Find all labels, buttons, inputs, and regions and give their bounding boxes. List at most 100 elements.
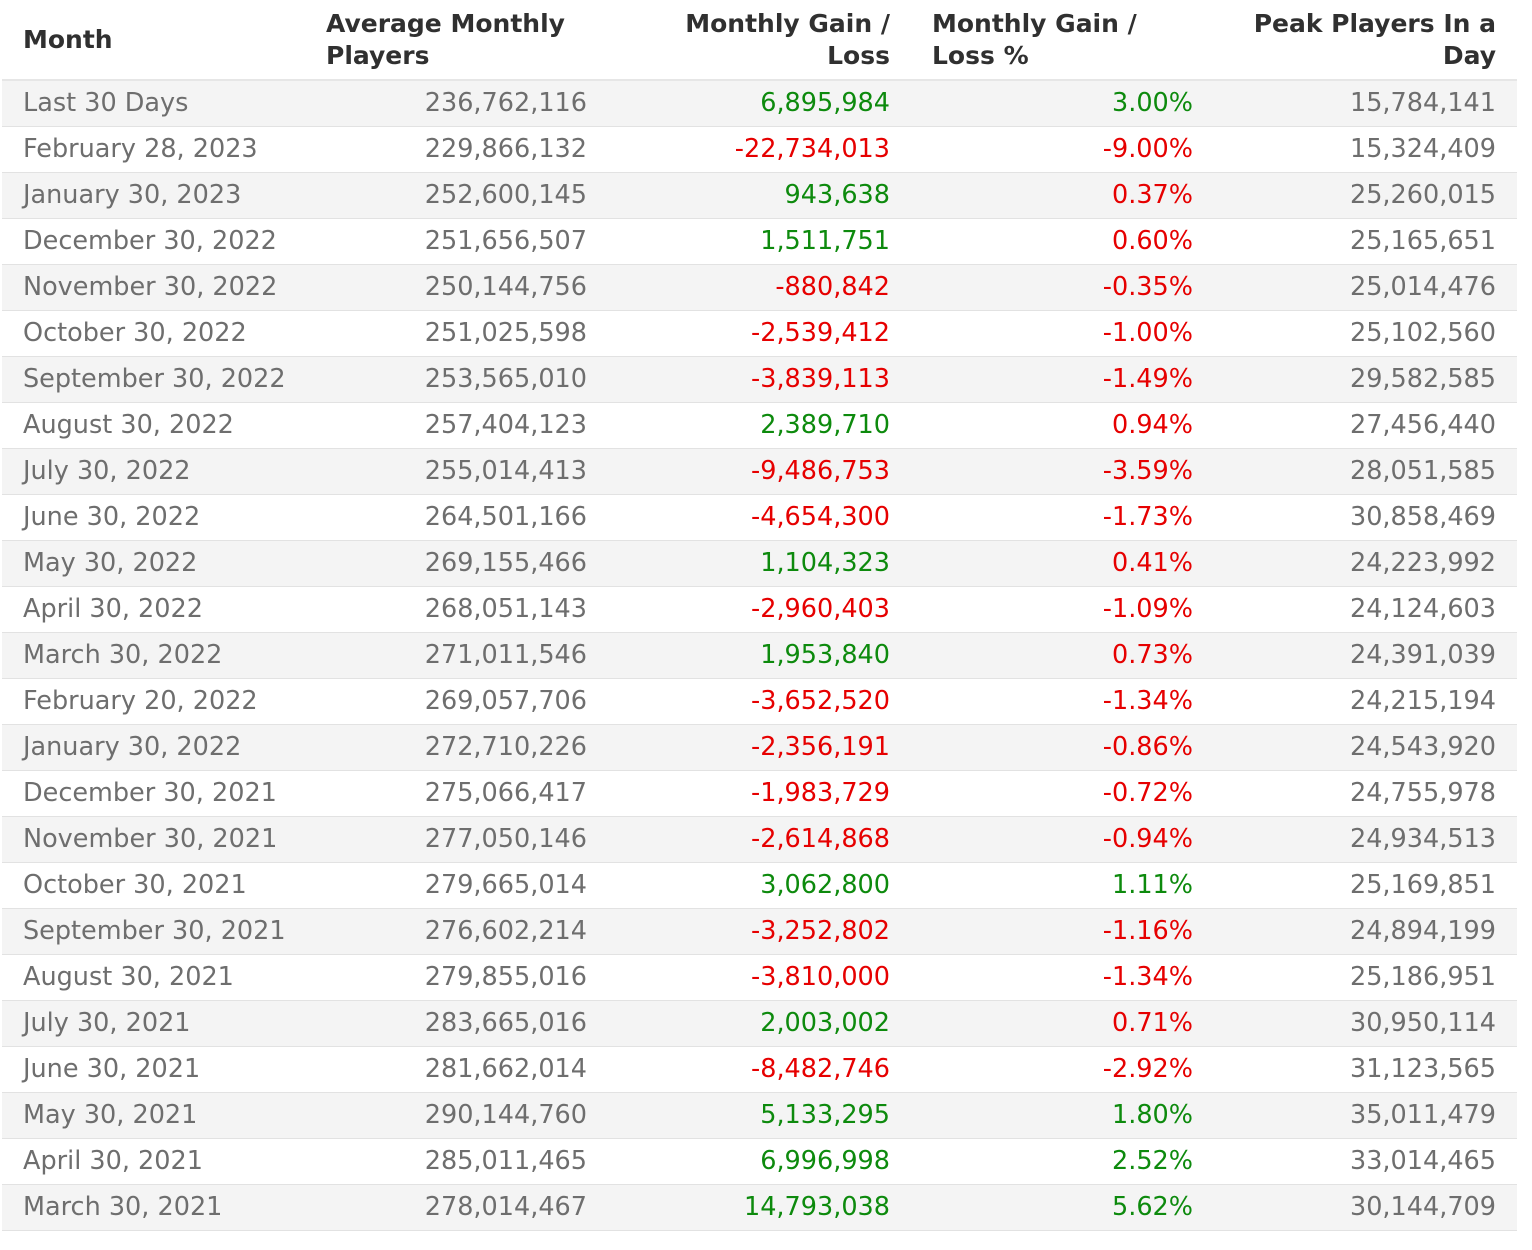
table-row: May 30, 2021 290,144,760 5,133,295 1.80% 35,… — [2, 1092, 1517, 1139]
player-stats-table-container: Month Average Monthly Players Monthly Ga… — [2, 0, 1517, 1231]
column-header-average-players[interactable]: Average Monthly Players — [305, 0, 608, 81]
player-stats-table: Month Average Monthly Players Monthly Ga… — [2, 0, 1517, 1231]
cell-gain-loss: -3,839,113 — [608, 356, 911, 403]
cell-peak-players: 24,124,603 — [1214, 586, 1517, 633]
cell-peak-players: 30,950,114 — [1214, 1000, 1517, 1047]
column-header-peak-players[interactable]: Peak Players In a Day — [1214, 0, 1517, 81]
cell-gain-loss: -3,652,520 — [608, 678, 911, 725]
table-row: August 30, 2021 279,855,016 -3,810,000 -1.3… — [2, 954, 1517, 1001]
cell-gain-loss: 1,953,840 — [608, 632, 911, 679]
cell-month: May 30, 2022 — [2, 540, 305, 587]
cell-average-players: 271,011,546 — [305, 632, 608, 679]
table-row: January 30, 2023 252,600,145 943,638 0.37% 2… — [2, 172, 1517, 219]
cell-average-players: 272,710,226 — [305, 724, 608, 771]
cell-gain-loss: -2,614,868 — [608, 816, 911, 863]
cell-gain-loss: 943,638 — [608, 172, 911, 219]
cell-gain-loss-percent: -1.09% — [911, 586, 1214, 633]
cell-peak-players: 30,858,469 — [1214, 494, 1517, 541]
table-row: November 30, 2021 277,050,146 -2,614,868 -0… — [2, 816, 1517, 863]
cell-average-players: 276,602,214 — [305, 908, 608, 955]
cell-average-players: 252,600,145 — [305, 172, 608, 219]
cell-average-players: 250,144,756 — [305, 264, 608, 311]
cell-month: January 30, 2023 — [2, 172, 305, 219]
table-row: September 30, 2021 276,602,214 -3,252,802-… — [2, 908, 1517, 955]
cell-gain-loss-percent: -1.73% — [911, 494, 1214, 541]
cell-average-players: 268,051,143 — [305, 586, 608, 633]
cell-peak-players: 30,144,709 — [1214, 1184, 1517, 1231]
cell-month: March 30, 2022 — [2, 632, 305, 679]
table-row: April 30, 2021 285,011,465 6,996,998 2.52% 3… — [2, 1138, 1517, 1185]
cell-average-players: 253,565,010 — [305, 356, 608, 403]
cell-average-players: 279,855,016 — [305, 954, 608, 1001]
cell-gain-loss: -880,842 — [608, 264, 911, 311]
table-body: Last 30 Days 236,762,116 6,895,984 3.00% 15,… — [2, 80, 1517, 1231]
cell-month: September 30, 2021 — [2, 908, 305, 955]
cell-gain-loss: -2,960,403 — [608, 586, 911, 633]
cell-average-players: 279,665,014 — [305, 862, 608, 909]
cell-peak-players: 25,014,476 — [1214, 264, 1517, 311]
table-row: February 20, 2022 269,057,706 -3,652,520 -1… — [2, 678, 1517, 725]
cell-gain-loss-percent: -1.16% — [911, 908, 1214, 955]
cell-month: December 30, 2022 — [2, 218, 305, 265]
column-header-month[interactable]: Month — [2, 0, 305, 81]
header-row: Month Average Monthly Players Monthly Ga… — [2, 0, 1517, 81]
cell-month: December 30, 2021 — [2, 770, 305, 817]
table-row: October 30, 2022 251,025,598 -2,539,412 -1.… — [2, 310, 1517, 357]
cell-gain-loss-percent: 0.60% — [911, 218, 1214, 265]
table-header: Month Average Monthly Players Monthly Ga… — [2, 0, 1517, 81]
cell-gain-loss: 3,062,800 — [608, 862, 911, 909]
cell-month: April 30, 2021 — [2, 1138, 305, 1185]
cell-month: June 30, 2022 — [2, 494, 305, 541]
cell-peak-players: 25,186,951 — [1214, 954, 1517, 1001]
table-row: February 28, 2023 229,866,132 -22,734,013-… — [2, 126, 1517, 173]
cell-peak-players: 33,014,465 — [1214, 1138, 1517, 1185]
cell-gain-loss-percent: -1.49% — [911, 356, 1214, 403]
cell-gain-loss: 2,389,710 — [608, 402, 911, 449]
table-row: March 30, 2021 278,014,467 14,793,038 5.62%… — [2, 1184, 1517, 1231]
cell-average-players: 281,662,014 — [305, 1046, 608, 1093]
table-row: November 30, 2022 250,144,756 -880,842 -0.3… — [2, 264, 1517, 311]
cell-month: November 30, 2021 — [2, 816, 305, 863]
cell-gain-loss-percent: -0.72% — [911, 770, 1214, 817]
cell-gain-loss-percent: -1.34% — [911, 678, 1214, 725]
cell-average-players: 269,155,466 — [305, 540, 608, 587]
cell-peak-players: 24,543,920 — [1214, 724, 1517, 771]
cell-month: October 30, 2021 — [2, 862, 305, 909]
cell-average-players: 236,762,116 — [305, 80, 608, 127]
cell-month: February 28, 2023 — [2, 126, 305, 173]
cell-month: April 30, 2022 — [2, 586, 305, 633]
cell-peak-players: 25,102,560 — [1214, 310, 1517, 357]
table-row: August 30, 2022 257,404,123 2,389,710 0.94%… — [2, 402, 1517, 449]
cell-gain-loss: -2,539,412 — [608, 310, 911, 357]
cell-peak-players: 25,169,851 — [1214, 862, 1517, 909]
cell-gain-loss-percent: 0.73% — [911, 632, 1214, 679]
column-header-gain-loss-percent[interactable]: Monthly Gain / Loss % — [911, 0, 1214, 81]
cell-peak-players: 24,391,039 — [1214, 632, 1517, 679]
cell-gain-loss-percent: -0.94% — [911, 816, 1214, 863]
cell-average-players: 290,144,760 — [305, 1092, 608, 1139]
cell-average-players: 278,014,467 — [305, 1184, 608, 1231]
cell-gain-loss-percent: -3.59% — [911, 448, 1214, 495]
cell-month: May 30, 2021 — [2, 1092, 305, 1139]
table-row: December 30, 2022 251,656,507 1,511,751 0.6… — [2, 218, 1517, 265]
cell-gain-loss: 2,003,002 — [608, 1000, 911, 1047]
cell-average-players: 285,011,465 — [305, 1138, 608, 1185]
cell-gain-loss: 14,793,038 — [608, 1184, 911, 1231]
cell-gain-loss-percent: 2.52% — [911, 1138, 1214, 1185]
table-row: September 30, 2022 253,565,010 -3,839,113-… — [2, 356, 1517, 403]
table-row: March 30, 2022 271,011,546 1,953,840 0.73% 2… — [2, 632, 1517, 679]
table-row: January 30, 2022 272,710,226 -2,356,191 -0.… — [2, 724, 1517, 771]
column-header-gain-loss[interactable]: Monthly Gain / Loss — [608, 0, 911, 81]
cell-month: August 30, 2022 — [2, 402, 305, 449]
table-row: May 30, 2022 269,155,466 1,104,323 0.41% 24,… — [2, 540, 1517, 587]
cell-peak-players: 24,215,194 — [1214, 678, 1517, 725]
cell-peak-players: 31,123,565 — [1214, 1046, 1517, 1093]
cell-peak-players: 25,260,015 — [1214, 172, 1517, 219]
cell-gain-loss-percent: -1.34% — [911, 954, 1214, 1001]
cell-gain-loss-percent: 1.11% — [911, 862, 1214, 909]
cell-month: August 30, 2021 — [2, 954, 305, 1001]
cell-gain-loss-percent: 0.71% — [911, 1000, 1214, 1047]
cell-gain-loss: -1,983,729 — [608, 770, 911, 817]
cell-average-players: 251,656,507 — [305, 218, 608, 265]
table-row: December 30, 2021 275,066,417 -1,983,729 -0… — [2, 770, 1517, 817]
